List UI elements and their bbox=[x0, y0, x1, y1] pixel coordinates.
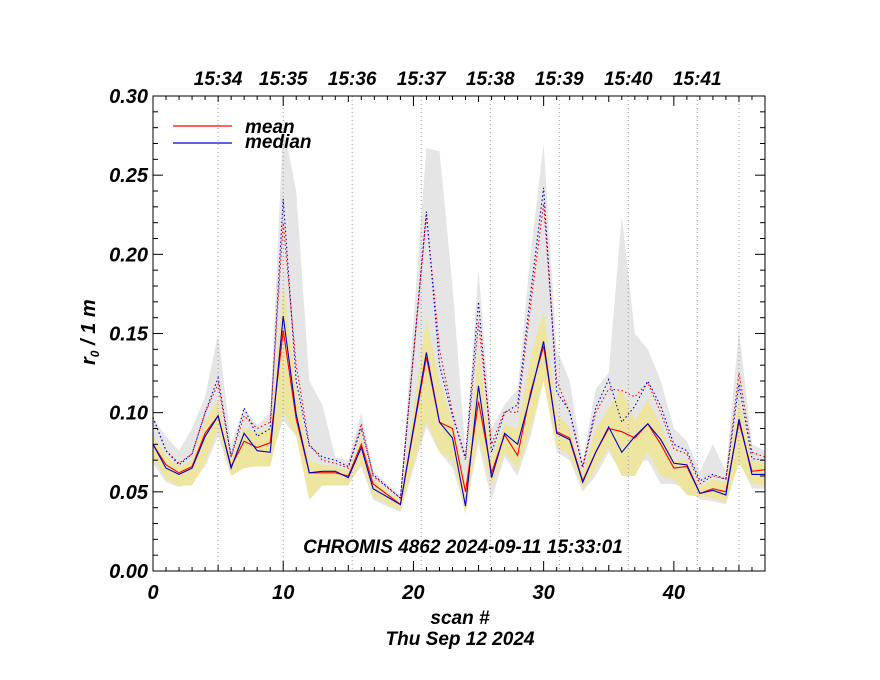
y-tick-label: 0.10 bbox=[109, 403, 148, 425]
time-label: 15:38 bbox=[466, 69, 515, 90]
x-tick-label: 40 bbox=[662, 582, 685, 604]
x-axis-label: scan # bbox=[430, 608, 490, 629]
time-label: 15:40 bbox=[604, 69, 653, 90]
y-tick-label: 0.15 bbox=[109, 324, 149, 346]
y-axis-label: r0 / 1 m bbox=[78, 299, 102, 365]
y-axis-label-unit: / 1 m bbox=[78, 299, 100, 350]
time-label: 15:35 bbox=[259, 69, 308, 90]
series-layer bbox=[152, 187, 766, 507]
series-median-upper bbox=[152, 187, 766, 500]
y-tick-label: 0.20 bbox=[109, 244, 148, 266]
y-axis-label-main: r bbox=[78, 356, 100, 365]
x-tick-label: 10 bbox=[272, 582, 294, 604]
y-tick-label: 0.05 bbox=[109, 482, 149, 504]
y-tick-label: 0.25 bbox=[109, 165, 149, 187]
y-tick-label: 0.00 bbox=[109, 561, 148, 583]
time-label: 15:39 bbox=[535, 69, 584, 90]
date-label: Thu Sep 12 2024 bbox=[386, 629, 535, 650]
plot-frame bbox=[152, 95, 766, 572]
x-tick-label: 20 bbox=[401, 582, 424, 604]
series-median bbox=[152, 316, 765, 507]
label-layer: CHROMIS 4862 2024-09-11 15:33:01 scan # … bbox=[78, 299, 623, 650]
y-tick-label: 0.30 bbox=[109, 86, 148, 108]
time-label: 15:34 bbox=[194, 69, 243, 90]
y-axis-label-subscript: 0 bbox=[88, 350, 102, 357]
legend: mean median bbox=[173, 117, 312, 153]
chart-title: CHROMIS 4862 2024-09-11 15:33:01 bbox=[303, 537, 623, 558]
x-tick-label: 30 bbox=[533, 582, 555, 604]
axes-layer: 0 10 20 30 40 0.00 0.05 0.10 0.15 0.20 0.25 0.30 15:… bbox=[109, 69, 766, 604]
time-label: 15:37 bbox=[397, 69, 447, 90]
time-label: 15:36 bbox=[328, 69, 377, 90]
legend-mean-label: mean bbox=[245, 117, 295, 138]
legend-median-label: median bbox=[245, 132, 312, 153]
time-label: 15:41 bbox=[673, 69, 722, 90]
band-layer bbox=[153, 124, 765, 514]
x-tick-label: 0 bbox=[147, 582, 158, 604]
